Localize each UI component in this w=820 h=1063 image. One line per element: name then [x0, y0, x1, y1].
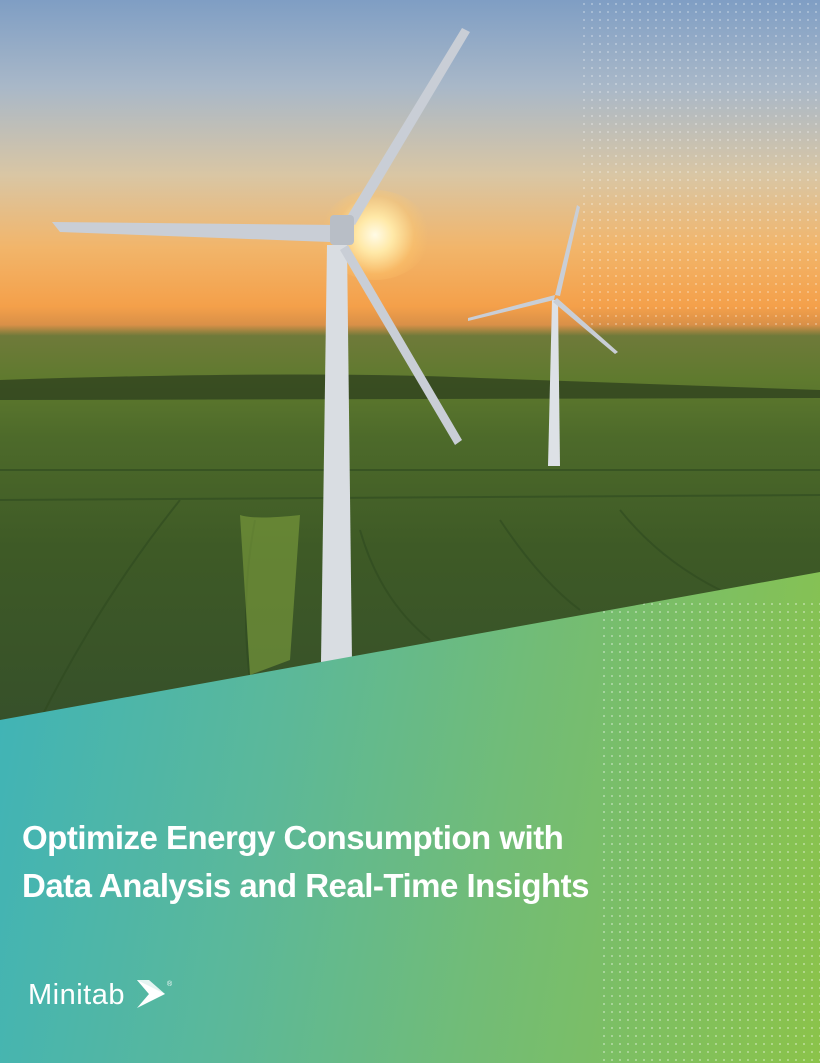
minitab-arrow-logo-icon: ® [137, 980, 173, 1008]
registered-mark: ® [167, 980, 173, 988]
logo-wordmark: Minitab [28, 978, 125, 1011]
far-turbine [468, 205, 618, 466]
cover-photo [0, 0, 820, 730]
title-line-2: Data Analysis and Real-Time Insights [22, 867, 590, 904]
minitab-logo: Minitab ® [28, 978, 175, 1012]
cover-title: Optimize Energy Consumption with Data An… [22, 814, 590, 910]
dot-pattern [600, 600, 820, 1063]
wind-turbines-illustration [0, 28, 820, 721]
bright-field [240, 515, 300, 675]
near-turbine [52, 28, 470, 662]
title-line-1: Optimize Energy Consumption with [22, 819, 564, 856]
dot-pattern [580, 0, 820, 330]
tree-line [0, 374, 820, 400]
